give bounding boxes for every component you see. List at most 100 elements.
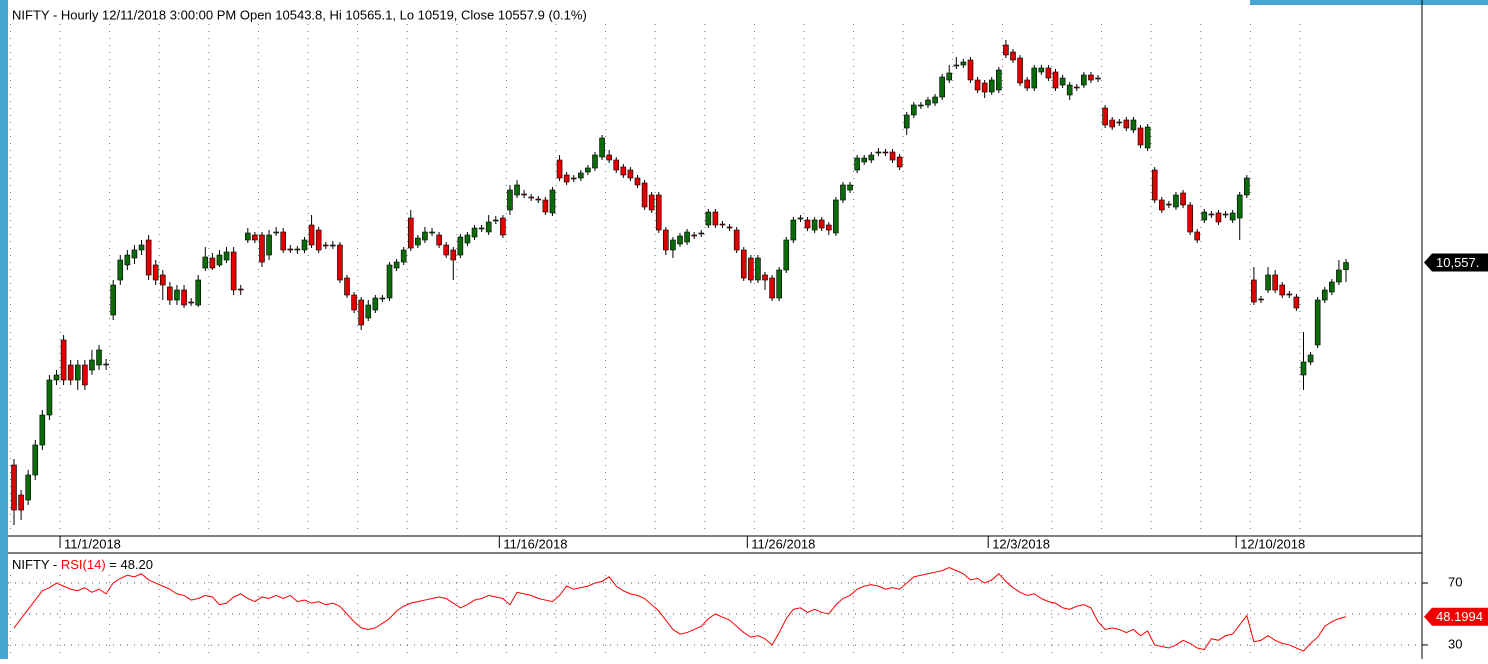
candle-body — [330, 245, 335, 246]
candle-body — [855, 158, 860, 170]
candle-body — [933, 97, 938, 103]
candle-body — [635, 178, 640, 185]
candle-body — [97, 350, 102, 365]
candle-body — [543, 200, 548, 212]
candle-body — [451, 250, 456, 260]
candle-body — [1032, 68, 1037, 88]
candle-body — [1145, 127, 1150, 148]
candle-body — [1336, 270, 1341, 282]
marks: 10,557.48.1994 — [12, 40, 1488, 651]
candle-body — [848, 185, 853, 190]
candle-body — [607, 155, 612, 160]
candle-body — [316, 230, 321, 250]
candle-body — [798, 218, 803, 219]
candle-body — [153, 265, 158, 280]
candle-body — [401, 250, 406, 262]
candle-body — [1088, 75, 1093, 80]
candle-body — [132, 250, 137, 258]
candle-body — [472, 228, 477, 237]
candle-body — [1258, 299, 1263, 300]
candle-body — [699, 233, 704, 234]
candle-body — [167, 287, 172, 300]
candle-body — [111, 285, 116, 315]
candle-body — [267, 235, 272, 255]
candle-body — [19, 495, 24, 510]
candle-body — [706, 212, 711, 225]
candle-body — [522, 194, 527, 195]
candle-body — [1117, 122, 1122, 123]
candle-body — [897, 157, 902, 167]
x-tick-label: 11/26/2018 — [751, 536, 815, 551]
candle-body — [182, 290, 187, 305]
candle-body — [118, 260, 123, 280]
candle-body — [1266, 275, 1271, 290]
candle-body — [345, 278, 350, 295]
candle-body — [649, 195, 654, 210]
candle-body — [550, 190, 555, 213]
candle-body — [1315, 300, 1320, 345]
candle-body — [189, 302, 194, 303]
candle-body — [1188, 205, 1193, 232]
candle-body — [904, 115, 909, 128]
candle-body — [954, 65, 959, 66]
candle-body — [911, 105, 916, 115]
candle-body — [982, 83, 987, 92]
candle-body — [734, 230, 739, 250]
candle-body — [784, 240, 789, 270]
candle-body — [1074, 87, 1079, 88]
candle-body — [529, 197, 534, 198]
candle-body — [1039, 68, 1044, 72]
candle-body — [1209, 214, 1214, 215]
candle-body — [600, 138, 605, 157]
candle-body — [245, 233, 250, 240]
candle-body — [146, 240, 151, 275]
candle-body — [1244, 178, 1249, 195]
candle-body — [217, 255, 222, 265]
candle-body — [89, 360, 94, 370]
candle-body — [373, 298, 378, 310]
last-price-label: 10,557. — [1436, 255, 1479, 270]
candle-body — [989, 80, 994, 92]
candle-body — [231, 252, 236, 290]
candle-body — [656, 195, 661, 230]
x-tick-label: 12/3/2018 — [992, 536, 1050, 551]
candle-body — [125, 255, 130, 265]
candle-body — [1131, 120, 1136, 130]
candle-body — [663, 230, 668, 250]
candle-body — [174, 290, 179, 300]
candle-body — [585, 168, 590, 172]
candle-body — [763, 275, 768, 280]
candle-body — [968, 60, 973, 80]
candle-body — [670, 240, 675, 250]
candle-body — [252, 235, 257, 240]
candle-body — [557, 160, 562, 178]
candle-body — [1096, 78, 1101, 79]
candle-body — [500, 218, 505, 235]
candle-body — [40, 415, 45, 445]
candle-body — [1103, 108, 1108, 125]
candle-body — [1202, 212, 1207, 220]
candle-body — [805, 220, 810, 228]
candle-body — [678, 236, 683, 244]
candle-body — [692, 235, 697, 236]
left-frame — [0, 0, 8, 659]
candle-body — [1301, 362, 1306, 375]
candle-body — [1280, 285, 1285, 295]
candle-body — [826, 225, 831, 230]
candle-body — [1152, 170, 1157, 200]
y-tick-label: 30 — [1448, 636, 1462, 651]
candle-body — [486, 222, 491, 232]
candle-body — [571, 178, 576, 179]
candle-body — [259, 235, 264, 262]
candle-body — [33, 445, 38, 475]
candle-body — [777, 270, 782, 298]
candle-body — [1124, 120, 1129, 128]
candle-body — [564, 175, 569, 182]
candle-body — [1011, 52, 1016, 60]
candle-body — [748, 258, 753, 280]
candle-body — [359, 300, 364, 325]
candle-body — [1294, 297, 1299, 308]
candle-body — [1110, 120, 1115, 127]
candle-body — [479, 228, 484, 229]
candle-body — [741, 250, 746, 278]
